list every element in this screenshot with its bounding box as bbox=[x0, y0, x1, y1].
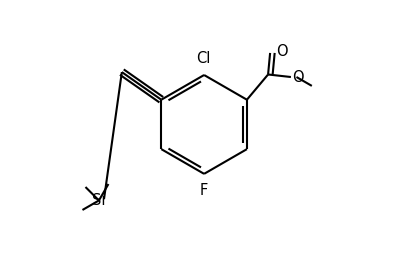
Text: F: F bbox=[200, 183, 208, 198]
Text: O: O bbox=[276, 44, 288, 59]
Text: Si: Si bbox=[92, 193, 106, 208]
Text: O: O bbox=[292, 69, 303, 84]
Text: Cl: Cl bbox=[196, 51, 210, 66]
